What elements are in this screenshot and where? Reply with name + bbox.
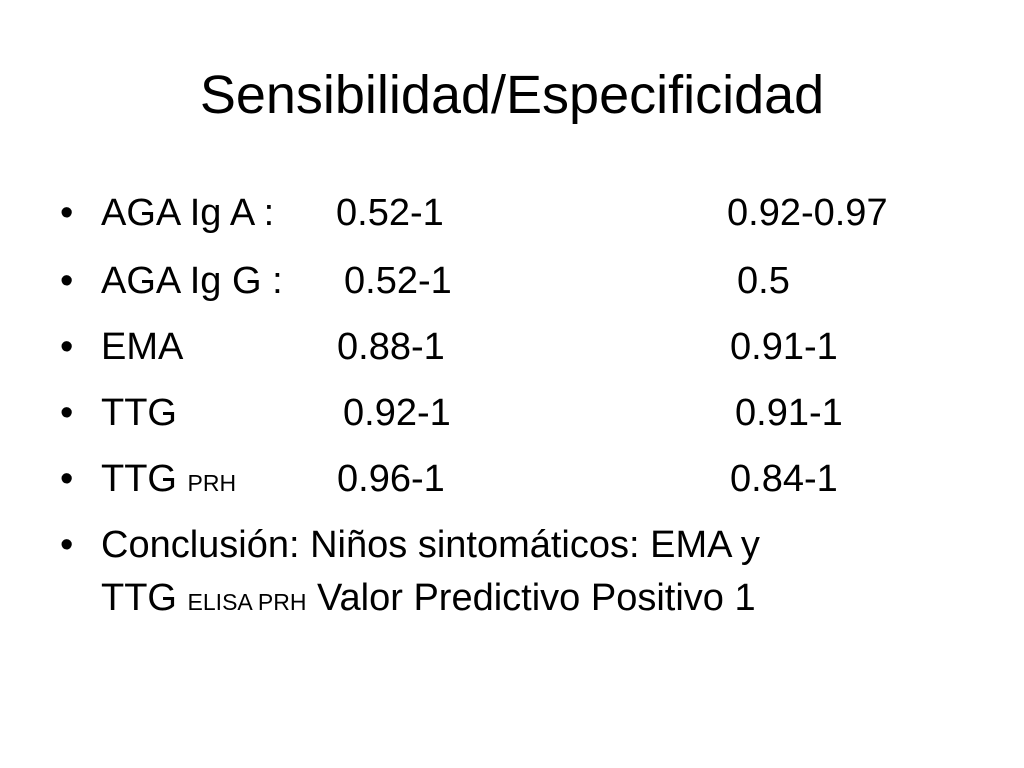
test-label: AGA Ig G : [101,260,283,302]
conclusion-line-1: Conclusión: Niños sintomáticos: EMA y [101,524,760,566]
conclusion-subscript: ELISA PRH [187,589,307,615]
test-label: TTG [101,392,177,434]
specificity-value: 0.84-1 [730,458,838,500]
specificity-value: 0.91-1 [735,392,843,434]
specificity-value: 0.91-1 [730,326,838,368]
sensitivity-value: 0.52-1 [344,260,452,302]
bullet-icon: • [60,260,74,302]
bullet-icon: • [60,326,74,368]
conclusion-rest: Valor Predictivo Positivo 1 [317,577,756,619]
test-label: TTG PRH [101,455,236,507]
specificity-value: 0.5 [737,260,790,302]
test-label: AGA Ig A : [101,192,275,234]
test-label: EMA [101,326,184,368]
bullet-icon: • [60,392,74,434]
list-item: • TTG PRH 0.96-1 0.84-1 [0,455,1024,503]
sensitivity-value: 0.92-1 [343,392,451,434]
sensitivity-value: 0.96-1 [337,458,445,500]
bullet-icon: • [60,524,74,566]
sensitivity-value: 0.88-1 [337,326,445,368]
list-item: • AGA Ig A : 0.52-1 0.92-0.97 [0,189,1024,237]
conclusion-ttg: TTG [101,577,177,619]
list-item: • TTG 0.92-1 0.91-1 [0,389,1024,437]
test-label-subscript: PRH [187,470,237,496]
test-label-main: TTG [101,458,177,500]
sensitivity-value: 0.52-1 [336,192,444,234]
list-item: • EMA 0.88-1 0.91-1 [0,323,1024,371]
bullet-icon: • [60,192,74,234]
slide-title: Sensibilidad/Especificidad [199,65,825,125]
conclusion-line-2: TTG ELISA PRH Valor Predictivo Positivo … [101,574,756,626]
list-item-conclusion: • Conclusión: Niños sintomáticos: EMA y … [0,521,1024,621]
bullet-icon: • [60,458,74,500]
list-item: • AGA Ig G : 0.52-1 0.5 [0,257,1024,305]
specificity-value: 0.92-0.97 [727,192,888,234]
